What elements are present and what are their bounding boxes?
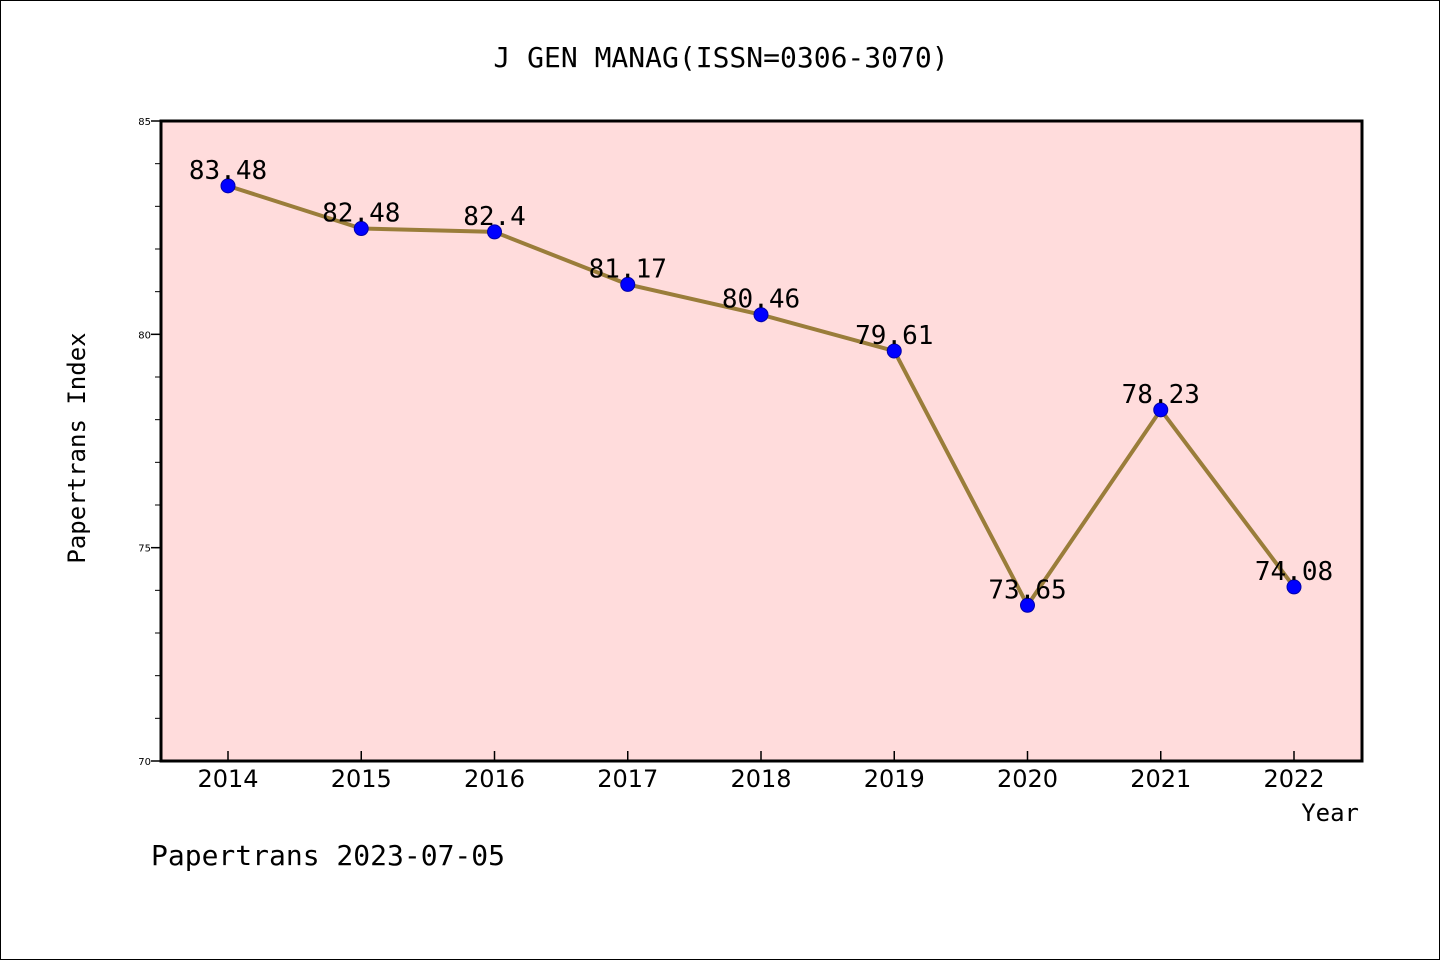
y-tick-label: 75 — [138, 544, 151, 555]
data-point — [620, 276, 636, 292]
x-axis-title: Year — [1301, 799, 1359, 827]
data-point — [353, 221, 369, 237]
data-label: 73.65 — [988, 575, 1066, 605]
data-point — [753, 307, 769, 323]
y-tick-labels: 70 75 80 85 — [138, 117, 151, 768]
x-tick-label: 2014 — [197, 765, 258, 793]
data-point — [886, 343, 902, 359]
data-labels: 83.48 82.48 82.4 81.17 80.46 79.61 73.65 78.23 7… — [189, 156, 1333, 605]
data-point — [1153, 402, 1169, 418]
x-tick-label: 2019 — [864, 765, 925, 793]
plot-border — [159, 119, 1364, 763]
x-ticks — [227, 751, 1295, 761]
data-point — [487, 224, 502, 240]
chart-title: J GEN MANAG(ISSN=0306-3070) — [493, 41, 948, 74]
data-label: 81.17 — [589, 254, 667, 284]
y-tick-label: 85 — [138, 117, 151, 128]
data-point — [1286, 579, 1302, 595]
x-tick-label: 2018 — [730, 765, 791, 793]
data-label: 78.23 — [1122, 380, 1200, 410]
data-label: 83.48 — [189, 156, 267, 186]
data-label: 80.46 — [722, 285, 800, 315]
x-tick-label: 2017 — [597, 765, 658, 793]
y-axis-title: Papertrans Index — [63, 332, 91, 563]
y-major-ticks — [151, 120, 161, 762]
x-tick-labels: 2014 2015 2016 2017 2018 2019 2020 2021 2022 — [197, 765, 1324, 793]
data-label: 82.48 — [322, 199, 400, 229]
data-label: 82.4 — [463, 202, 526, 232]
x-tick-label: 2016 — [464, 765, 525, 793]
y-tick-label: 70 — [138, 757, 151, 768]
x-tick-label: 2022 — [1263, 765, 1324, 793]
data-label: 79.61 — [855, 321, 933, 351]
x-tick-label: 2015 — [331, 765, 392, 793]
data-point — [220, 178, 236, 194]
x-tick-label: 2020 — [997, 765, 1058, 793]
data-markers — [220, 178, 1302, 613]
x-tick-label: 2021 — [1130, 765, 1191, 793]
y-tick-label: 80 — [138, 330, 151, 341]
data-point — [1020, 597, 1035, 613]
data-label: 74.08 — [1255, 557, 1333, 587]
footer-credit: Papertrans 2023-07-05 — [151, 839, 505, 872]
